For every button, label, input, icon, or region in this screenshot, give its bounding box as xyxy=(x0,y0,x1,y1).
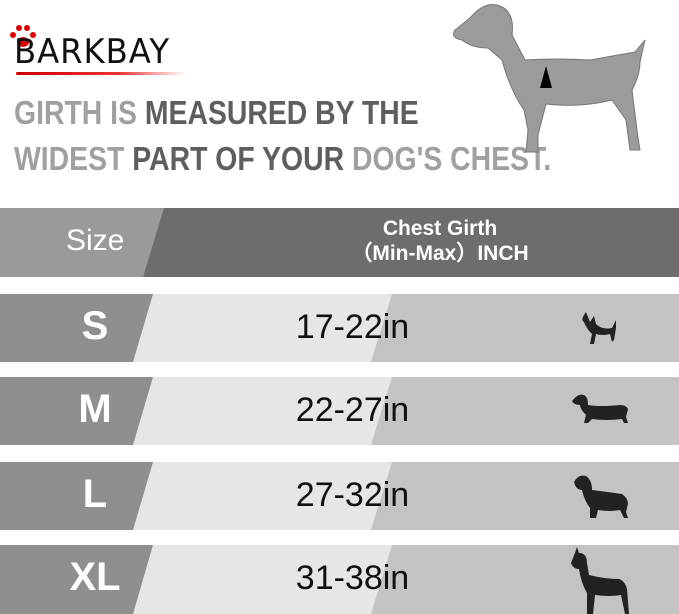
size-label: M xyxy=(78,387,112,431)
size-label: XL xyxy=(69,555,121,599)
girth-value: 27-32in xyxy=(295,476,410,514)
girth-value: 31-38in xyxy=(295,559,410,597)
header-girth-line-1: Chest Girth xyxy=(382,217,498,240)
headline-text: IS xyxy=(110,94,145,131)
logo-underline xyxy=(16,72,186,75)
girth-value: 17-22in xyxy=(295,308,410,346)
headline-text: DOG'S CHEST. xyxy=(351,140,552,177)
paw-icon xyxy=(10,25,36,47)
headline-line-2: WIDEST PART OF YOUR DOG'S CHEST. xyxy=(14,140,551,178)
brand-logo: BARKBAY xyxy=(4,10,194,75)
header-size-label: Size xyxy=(66,224,125,257)
headline-text: WIDEST xyxy=(14,140,133,177)
table-row: XL 31-38in xyxy=(0,545,679,614)
table-row: M 22-27in xyxy=(0,377,679,445)
headline-text: MEASURED BY THE xyxy=(144,94,419,131)
labrador-icon xyxy=(574,475,628,518)
table-row: S 17-22in xyxy=(0,294,679,362)
girth-value: 22-27in xyxy=(295,391,410,429)
headline-text: GIRTH xyxy=(14,94,111,131)
great-dane-icon xyxy=(571,547,629,614)
measured-dog-illustration xyxy=(453,4,646,153)
girth-marker-icon xyxy=(540,66,552,88)
size-label: L xyxy=(82,472,108,516)
header-size-cell xyxy=(0,208,164,277)
dachshund-icon xyxy=(572,394,628,423)
header-girth-label: Chest Girth （Min-Max）INCH xyxy=(300,216,580,266)
table-row: L 27-32in xyxy=(0,462,679,530)
chihuahua-icon xyxy=(582,312,616,344)
size-label: S xyxy=(81,304,109,348)
headline-text: PART OF YOUR xyxy=(132,140,352,177)
logo-text: BARKBAY xyxy=(14,32,171,72)
headline-line-1: GIRTH IS MEASURED BY THE xyxy=(14,94,419,132)
header-girth-line-2: （Min-Max）INCH xyxy=(351,242,529,265)
